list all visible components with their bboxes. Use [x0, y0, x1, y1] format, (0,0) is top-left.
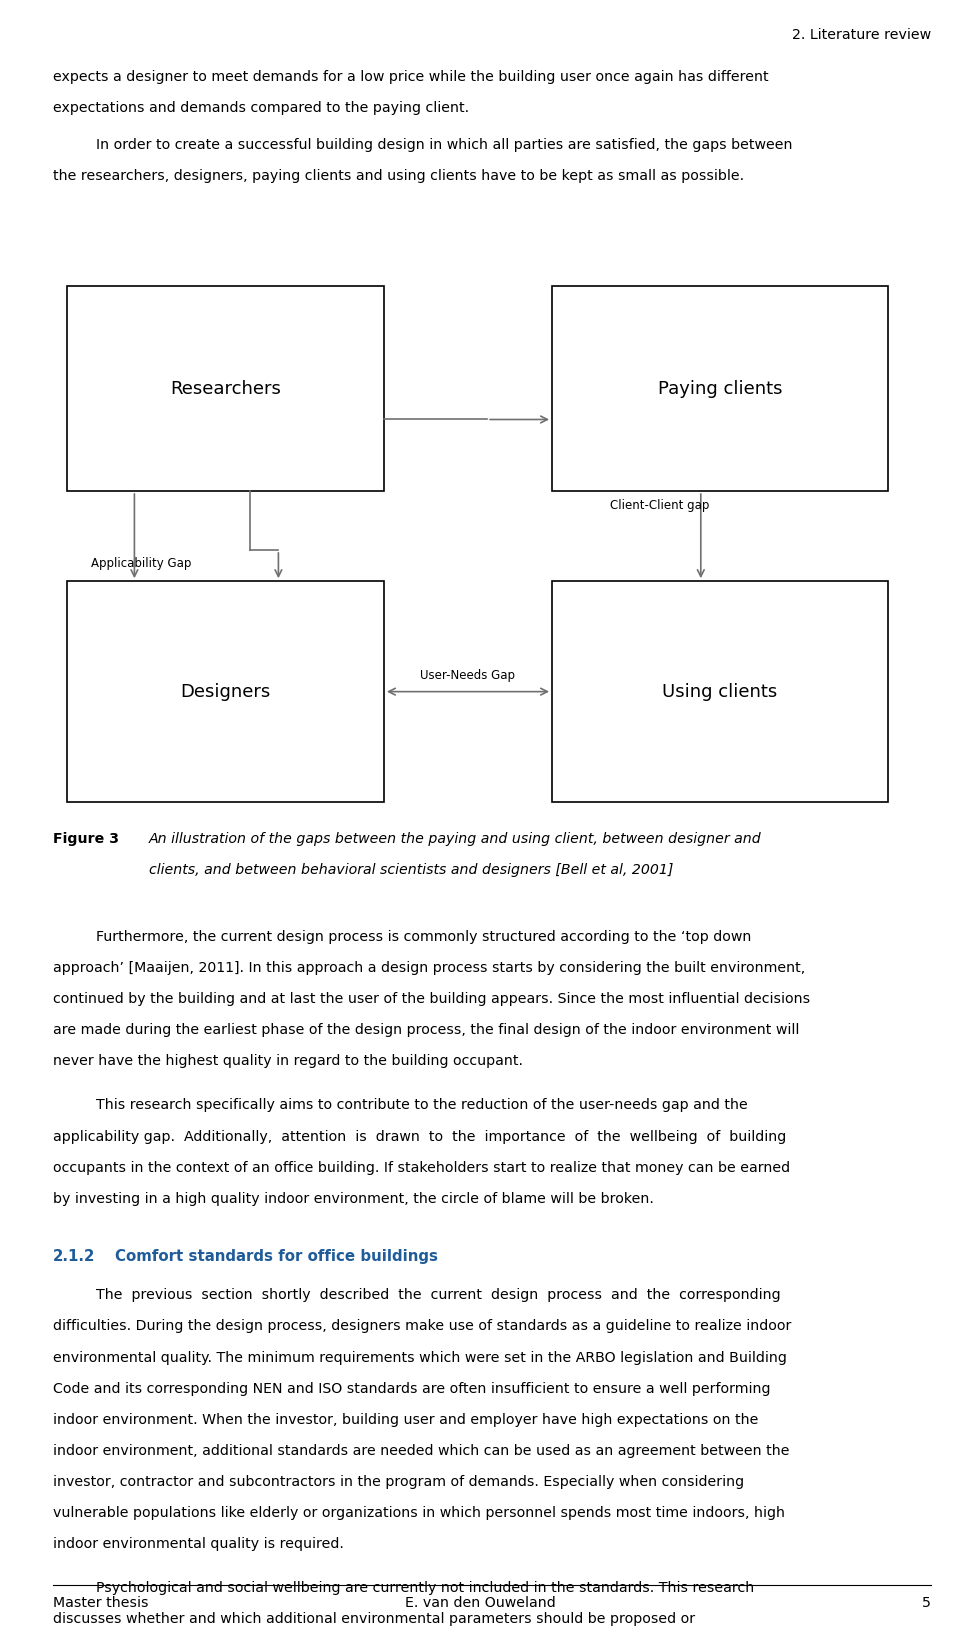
Text: Using clients: Using clients	[662, 683, 778, 701]
Text: Paying clients: Paying clients	[658, 380, 782, 398]
Text: indoor environmental quality is required.: indoor environmental quality is required…	[53, 1537, 344, 1552]
Text: continued by the building and at last the user of the building appears. Since th: continued by the building and at last th…	[53, 992, 810, 1007]
Text: 2. Literature review: 2. Literature review	[792, 28, 931, 43]
FancyBboxPatch shape	[552, 581, 888, 802]
Text: Client-Client gap: Client-Client gap	[610, 499, 709, 512]
Text: Researchers: Researchers	[170, 380, 281, 398]
Text: expects a designer to meet demands for a low price while the building user once : expects a designer to meet demands for a…	[53, 70, 768, 85]
Text: by investing in a high quality indoor environment, the circle of blame will be b: by investing in a high quality indoor en…	[53, 1192, 654, 1206]
Text: clients, and between behavioral scientists and designers [Bell et al, 2001]: clients, and between behavioral scientis…	[149, 863, 673, 877]
Text: never have the highest quality in regard to the building occupant.: never have the highest quality in regard…	[53, 1054, 523, 1069]
Text: The  previous  section  shortly  described  the  current  design  process  and  : The previous section shortly described t…	[96, 1288, 780, 1303]
Text: are made during the earliest phase of the design process, the final design of th: are made during the earliest phase of th…	[53, 1023, 799, 1038]
Text: indoor environment. When the investor, building user and employer have high expe: indoor environment. When the investor, b…	[53, 1413, 758, 1427]
Text: Master thesis: Master thesis	[53, 1596, 148, 1611]
Text: E. van den Ouweland: E. van den Ouweland	[404, 1596, 556, 1611]
Text: In order to create a successful building design in which all parties are satisfi: In order to create a successful building…	[96, 138, 793, 152]
Text: Psychological and social wellbeing are currently not included in the standards. : Psychological and social wellbeing are c…	[96, 1581, 755, 1596]
Text: Comfort standards for office buildings: Comfort standards for office buildings	[115, 1249, 438, 1264]
Text: investor, contractor and subcontractors in the program of demands. Especially wh: investor, contractor and subcontractors …	[53, 1475, 744, 1490]
Text: applicability gap.  Additionally,  attention  is  drawn  to  the  importance  of: applicability gap. Additionally, attenti…	[53, 1130, 786, 1144]
FancyBboxPatch shape	[67, 581, 384, 802]
Text: 5: 5	[923, 1596, 931, 1611]
Text: User-Needs Gap: User-Needs Gap	[420, 670, 516, 681]
FancyBboxPatch shape	[552, 286, 888, 491]
Text: discusses whether and which additional environmental parameters should be propos: discusses whether and which additional e…	[53, 1612, 695, 1627]
Text: approach’ [Maaijen, 2011]. In this approach a design process starts by consideri: approach’ [Maaijen, 2011]. In this appro…	[53, 961, 805, 976]
Text: vulnerable populations like elderly or organizations in which personnel spends m: vulnerable populations like elderly or o…	[53, 1506, 784, 1521]
Text: This research specifically aims to contribute to the reduction of the user-needs: This research specifically aims to contr…	[96, 1098, 748, 1113]
Text: expectations and demands compared to the paying client.: expectations and demands compared to the…	[53, 101, 468, 116]
Text: indoor environment, additional standards are needed which can be used as an agre: indoor environment, additional standards…	[53, 1444, 789, 1459]
Text: Designers: Designers	[180, 683, 271, 701]
Text: 2.1.2: 2.1.2	[53, 1249, 95, 1264]
Text: the researchers, designers, paying clients and using clients have to be kept as : the researchers, designers, paying clien…	[53, 169, 744, 183]
Text: Applicability Gap: Applicability Gap	[91, 557, 192, 570]
Text: Code and its corresponding NEN and ISO standards are often insufficient to ensur: Code and its corresponding NEN and ISO s…	[53, 1382, 770, 1396]
Text: Furthermore, the current design process is commonly structured according to the : Furthermore, the current design process …	[96, 930, 752, 945]
Text: An illustration of the gaps between the paying and using client, between designe: An illustration of the gaps between the …	[149, 832, 761, 846]
Text: environmental quality. The minimum requirements which were set in the ARBO legis: environmental quality. The minimum requi…	[53, 1351, 786, 1365]
Text: Figure 3: Figure 3	[53, 832, 119, 846]
FancyBboxPatch shape	[67, 286, 384, 491]
Text: difficulties. During the design process, designers make use of standards as a gu: difficulties. During the design process,…	[53, 1319, 791, 1334]
Text: occupants in the context of an office building. If stakeholders start to realize: occupants in the context of an office bu…	[53, 1161, 790, 1175]
